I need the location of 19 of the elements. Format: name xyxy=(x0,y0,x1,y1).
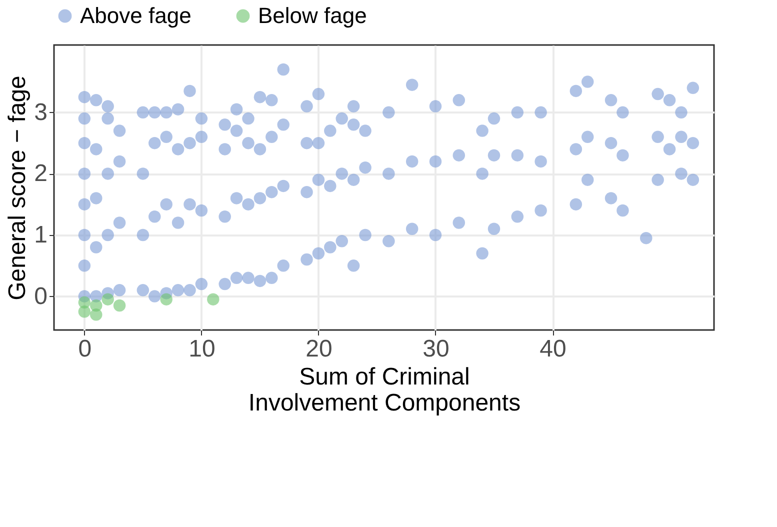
point xyxy=(160,293,172,306)
x-tick-label: 30 xyxy=(422,336,450,362)
y-tick-label: 1 xyxy=(34,222,48,248)
x-axis-title: Sum of Criminal Involvement Components xyxy=(248,364,521,416)
point xyxy=(90,299,102,312)
y-tick-label: 3 xyxy=(34,98,48,126)
point xyxy=(78,296,91,309)
point xyxy=(102,293,114,306)
x-tick-label: 20 xyxy=(306,336,332,362)
x-tick-label: 40 xyxy=(540,336,566,362)
y-tick-label: 2 xyxy=(34,160,48,188)
point xyxy=(113,299,126,312)
x-tick-label: 10 xyxy=(188,336,216,362)
y-tick-label: 0 xyxy=(34,282,48,310)
point xyxy=(207,293,220,306)
x-tick-label: 0 xyxy=(78,336,92,362)
legend-label: Above fage xyxy=(80,3,192,28)
legend-label: Below fage xyxy=(258,3,367,28)
y-axis-title: General score − fage xyxy=(4,76,32,300)
